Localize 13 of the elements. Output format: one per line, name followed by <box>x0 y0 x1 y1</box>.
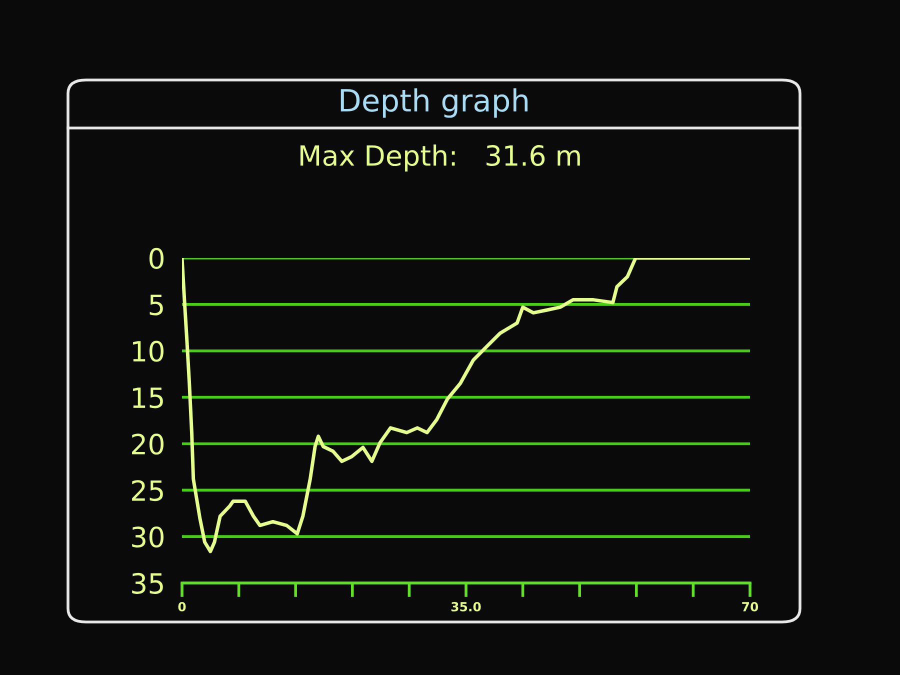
y-tick-label: 0 <box>149 248 164 269</box>
y-tick-label: 5 <box>150 294 163 316</box>
x-tick-label: 70 <box>742 602 758 612</box>
y-tick-label: 30 <box>132 526 164 548</box>
x-tick-label: 0 <box>178 602 186 612</box>
x-tick-label: 35.0 <box>451 602 481 612</box>
chart-subtitle: Max Depth: 31.6 m <box>300 144 580 172</box>
y-tick-label: 25 <box>132 480 163 502</box>
y-tick-label: 20 <box>132 434 164 455</box>
y-tick-label: 35 <box>132 572 163 594</box>
y-tick-label: 15 <box>133 388 163 408</box>
chart-title: Depth graph <box>340 88 528 118</box>
y-tick-label: 10 <box>133 340 164 362</box>
